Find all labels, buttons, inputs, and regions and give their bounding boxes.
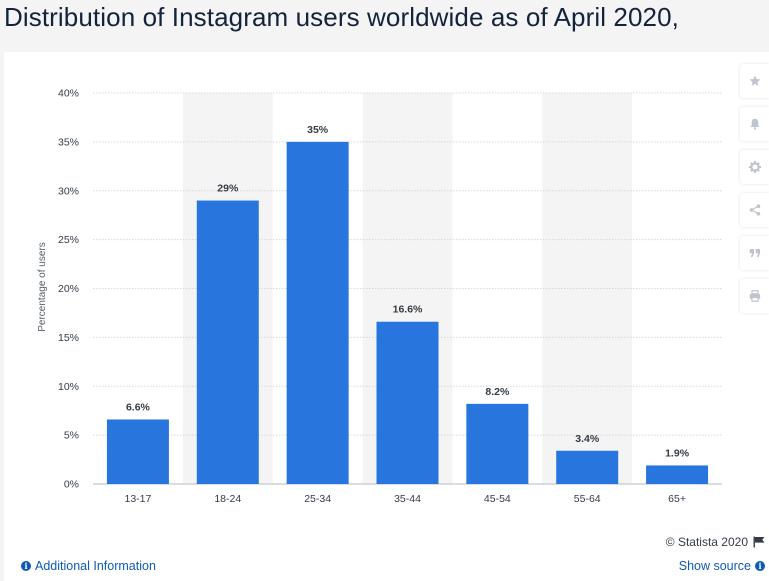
y-tick-label: 15% [58,332,79,344]
page-title: Distribution of Instagram users worldwid… [4,2,679,32]
bar[interactable] [556,450,619,484]
y-tick-label: 5% [64,430,79,442]
y-tick-label: 0% [64,479,79,491]
info-icon: i [21,561,31,571]
x-tick-label: 65+ [668,493,686,505]
bar[interactable] [286,141,349,484]
x-tick-label: 45-54 [484,493,511,505]
bar[interactable] [376,321,439,484]
x-axis-ticks: 13-17 18-24 25-34 35-44 45-54 55-64 65+ [124,493,685,505]
bar[interactable] [646,465,709,484]
x-tick-label: 18-24 [214,493,241,505]
y-axis-label: Percentage of users [37,242,48,332]
info-icon: i [755,561,765,571]
x-tick-label: 13-17 [124,493,151,505]
bell-icon [749,118,761,130]
y-tick-label: 30% [58,185,79,197]
show-source-link[interactable]: Show source i [679,559,765,573]
favorite-button[interactable] [740,64,769,98]
data-label: 8.2% [485,386,510,398]
statista-credit: © Statista 2020 [666,535,765,549]
y-tick-label: 25% [58,234,79,246]
cite-button[interactable] [740,236,769,270]
additional-information-link[interactable]: i Additional Information [21,559,156,573]
bars [106,141,709,484]
notification-button[interactable] [740,107,769,141]
x-tick-label: 25-34 [304,493,331,505]
show-source-label: Show source [678,559,751,573]
data-label: 6.6% [126,401,151,413]
gear-icon [748,161,761,173]
category-band [542,93,633,484]
data-label: 29% [217,183,239,195]
y-tick-label: 10% [58,381,79,393]
chart-toolbar [740,64,769,322]
bar[interactable] [466,403,529,484]
data-label: 35% [307,124,329,136]
print-icon [749,290,761,302]
y-tick-label: 35% [58,136,79,148]
bar[interactable] [106,419,169,484]
y-tick-label: 20% [58,283,79,295]
print-button[interactable] [740,279,769,313]
data-label: 16.6% [393,304,423,316]
additional-information-label: Additional Information [35,559,156,573]
share-button[interactable] [740,193,769,227]
y-tick-label: 40% [58,88,79,100]
x-tick-label: 35-44 [394,493,421,505]
data-labels: 6.6% 29% 35% 16.6% 8.2% 3.4% 1.9% [126,124,690,460]
data-label: 1.9% [665,447,690,459]
bar[interactable] [196,200,259,484]
y-axis-ticks: 0% 5% 10% 15% 20% 25% 30% 35% 40% [58,88,79,491]
data-label: 3.4% [575,433,600,445]
quote-icon [749,247,761,259]
x-tick-label: 55-64 [574,493,601,505]
share-icon [749,204,761,216]
settings-button[interactable] [740,150,769,184]
star-icon [749,75,761,87]
credit-text: © Statista 2020 [665,535,748,549]
flag-icon[interactable] [753,536,765,548]
